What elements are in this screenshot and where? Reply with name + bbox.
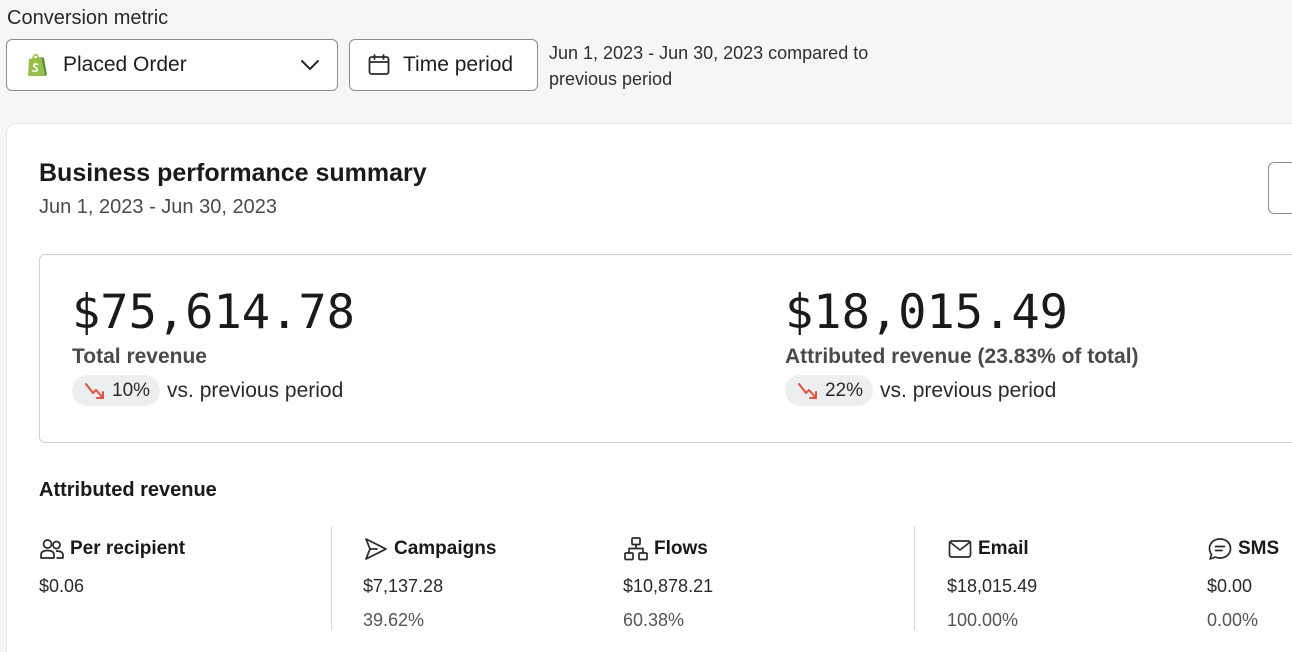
- users-icon: [40, 539, 64, 559]
- stat-value: $0.00: [1207, 576, 1253, 596]
- card-options-button[interactable]: [1268, 162, 1292, 214]
- conversion-metric-select[interactable]: Placed Order: [6, 39, 338, 91]
- attributed-revenue-amount: $18,015.49: [785, 285, 1068, 340]
- total-revenue-change: 10% vs. previous period: [72, 375, 355, 406]
- stat-percent: 39.62%: [363, 610, 425, 630]
- shopify-icon: [28, 53, 47, 76]
- trend-down-icon: [798, 382, 817, 399]
- stat-flows: Flows $10,878.21 60.38%: [623, 536, 713, 631]
- stat-percent: 100.00%: [947, 610, 1019, 630]
- change-comparison-text: vs. previous period: [880, 378, 1057, 402]
- total-revenue-amount: $75,614.78: [72, 285, 355, 340]
- card-title: Business performance summary: [39, 159, 427, 187]
- conversion-metric-value: Placed Order: [63, 53, 187, 76]
- stat-sms: SMS $0.00 0.00%: [1207, 536, 1279, 631]
- stat-campaigns: Campaigns $7,137.28 39.62%: [363, 536, 496, 631]
- stat-value: $7,137.28: [363, 576, 444, 596]
- business-performance-card: Business performance summary Jun 1, 2023…: [6, 123, 1292, 652]
- change-badge: 22%: [785, 375, 874, 406]
- attributed-revenue-change: 22% vs. previous period: [785, 375, 1139, 406]
- divider: [331, 526, 332, 630]
- divider: [914, 526, 915, 630]
- attributed-revenue-label: Attributed revenue (23.83% of total): [785, 345, 1139, 368]
- time-period-button[interactable]: Time period: [349, 39, 538, 91]
- trend-down-icon: [85, 382, 104, 399]
- mail-icon: [948, 540, 972, 558]
- chat-bubble-icon: [1208, 538, 1232, 560]
- stat-per-recipient: Per recipient $0.06: [39, 536, 185, 597]
- card-date-range: Jun 1, 2023 - Jun 30, 2023: [39, 196, 277, 218]
- stat-label: Per recipient: [70, 538, 186, 559]
- total-revenue-metric: $75,614.78 Total revenue 10% vs. previou…: [72, 285, 355, 406]
- change-badge: 10%: [72, 375, 161, 406]
- attributed-revenue-metric: $18,015.49 Attributed revenue (23.83% of…: [785, 285, 1139, 406]
- stat-percent: 60.38%: [623, 610, 685, 630]
- total-revenue-label: Total revenue: [72, 345, 207, 368]
- stat-value: $10,878.21: [623, 576, 714, 596]
- conversion-metric-label: Conversion metric: [7, 7, 169, 29]
- attributed-revenue-title: Attributed revenue: [39, 479, 217, 501]
- stat-label: Flows: [654, 538, 708, 559]
- stat-value: $18,015.49: [947, 576, 1038, 596]
- change-percent: 10%: [112, 379, 151, 401]
- stat-percent: 0.00%: [1207, 610, 1259, 630]
- stat-label: Campaigns: [394, 538, 497, 559]
- chevron-down-icon: [301, 60, 319, 70]
- time-period-label: Time period: [403, 53, 514, 76]
- change-comparison-text: vs. previous period: [167, 378, 344, 402]
- revenue-summary-box: $75,614.78 Total revenue 10% vs. previou…: [39, 254, 1292, 443]
- stat-label: Email: [978, 538, 1029, 559]
- stat-value: $0.06: [39, 576, 85, 596]
- stat-email: Email $18,015.49 100.00%: [947, 536, 1037, 631]
- comparison-text: Jun 1, 2023 - Jun 30, 2023 compared to p…: [549, 43, 869, 89]
- send-icon: [365, 538, 387, 560]
- stat-label: SMS: [1238, 538, 1280, 559]
- calendar-icon: [368, 54, 390, 75]
- change-percent: 22%: [825, 379, 864, 401]
- flows-icon: [624, 537, 648, 561]
